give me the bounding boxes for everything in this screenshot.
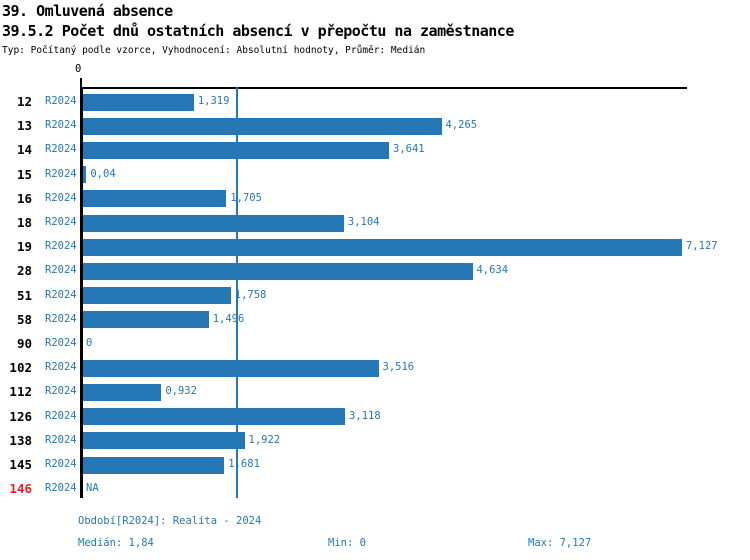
row-period-label: R2024 [45, 312, 77, 325]
indicator-subtitle: Typ: Počítaný podle vzorce, Vyhodnocení:… [2, 45, 426, 56]
row-id-label: 28 [16, 263, 32, 279]
row-period-label: R2024 [45, 385, 77, 398]
bar [83, 142, 389, 159]
bar-value-label: NA [86, 482, 99, 495]
row-id-label: 102 [9, 360, 32, 376]
bar-value-label: 1,758 [234, 288, 267, 301]
row-id-label: 112 [9, 384, 32, 400]
bar-value-label: 4,634 [476, 264, 509, 277]
x-axis-line [81, 87, 687, 89]
bar-value-label: 7,127 [686, 240, 718, 253]
bar-value-label: 3,641 [393, 143, 425, 156]
bar-value-label: 1,319 [197, 95, 230, 107]
row-period-label: R2024 [45, 409, 77, 422]
bar-value-label: 3,118 [349, 409, 381, 422]
bar [83, 118, 442, 135]
row-period-label: R2024 [45, 288, 77, 301]
bar-value-label: 3,104 [347, 216, 380, 228]
row-id-label: 126 [9, 408, 32, 424]
row-period-label: R2024 [45, 337, 77, 349]
row-period-label: R2024 [45, 167, 77, 180]
footer-min-stat: Min: 0 [328, 537, 366, 549]
bar-value-label: 0,932 [165, 385, 197, 398]
row-period-label: R2024 [45, 191, 77, 204]
page-title: 39. Omluvená absence [2, 2, 173, 20]
median-line [236, 87, 238, 498]
x-axis-zero-label: 0 [75, 63, 82, 75]
bar-value-label: 1,681 [228, 458, 260, 470]
bar-value-label: 1,922 [248, 433, 281, 446]
footer-median-stat: Medián: 1,84 [78, 537, 154, 549]
bar-value-label: 4,265 [445, 119, 478, 132]
bar [83, 190, 227, 207]
row-id-label: 51 [16, 287, 32, 303]
y-axis-line [80, 87, 83, 498]
bar [83, 239, 682, 256]
row-period-label: R2024 [45, 458, 77, 470]
row-id-label: 145 [9, 457, 32, 472]
bar [83, 166, 87, 183]
bar [83, 215, 344, 232]
row-period-label: R2024 [45, 143, 77, 156]
bar [83, 287, 231, 304]
indicator-title: 39.5.2 Počet dnů ostatních absencí v pře… [2, 22, 514, 40]
row-period-label: R2024 [45, 264, 77, 277]
bar [83, 94, 194, 111]
row-id-label: 138 [9, 432, 32, 448]
bar [83, 311, 209, 328]
row-id-label: 146 [9, 481, 32, 497]
row-id-label: 13 [16, 118, 32, 134]
bar [83, 457, 225, 474]
row-period-label: R2024 [45, 95, 77, 107]
row-id-label: 58 [16, 311, 32, 327]
row-id-label: 12 [16, 94, 32, 109]
row-id-label: 16 [16, 190, 32, 206]
row-id-label: 19 [16, 239, 32, 255]
bar-value-label: 0,04 [90, 167, 116, 180]
row-id-label: 18 [16, 215, 32, 230]
bar-value-label: 1,496 [212, 312, 245, 325]
row-id-label: 15 [16, 166, 32, 182]
row-period-label: R2024 [45, 240, 77, 253]
bar [83, 432, 245, 449]
bar [83, 384, 162, 401]
bar-value-label: 3,516 [382, 361, 415, 374]
row-period-label: R2024 [45, 433, 77, 446]
x-axis-zero-tick [80, 78, 82, 88]
bar [83, 263, 473, 280]
bar-value-label: 1,705 [230, 191, 262, 204]
bar-value-label: 0 [86, 337, 93, 349]
bar [83, 360, 379, 377]
footer-period-legend: Období[R2024]: Realita - 2024 [78, 515, 262, 527]
bar [83, 408, 346, 425]
row-period-label: R2024 [45, 119, 77, 132]
row-id-label: 14 [16, 142, 32, 158]
row-id-label: 90 [16, 336, 32, 351]
row-period-label: R2024 [45, 361, 77, 374]
row-period-label: R2024 [45, 482, 77, 495]
footer-max-stat: Max: 7,127 [528, 537, 592, 549]
row-period-label: R2024 [45, 216, 77, 228]
